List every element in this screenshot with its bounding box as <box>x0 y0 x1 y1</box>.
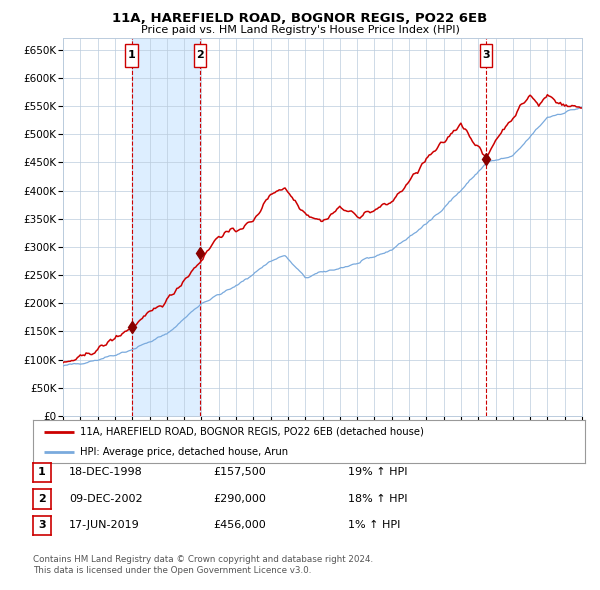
Text: 2: 2 <box>196 50 204 60</box>
Text: 3: 3 <box>482 50 490 60</box>
Text: 2: 2 <box>38 494 46 504</box>
Text: 17-JUN-2019: 17-JUN-2019 <box>69 520 140 530</box>
Text: 09-DEC-2002: 09-DEC-2002 <box>69 494 143 503</box>
Text: Contains HM Land Registry data © Crown copyright and database right 2024.
This d: Contains HM Land Registry data © Crown c… <box>33 555 373 575</box>
Text: £290,000: £290,000 <box>213 494 266 503</box>
Text: £157,500: £157,500 <box>213 467 266 477</box>
FancyBboxPatch shape <box>125 44 137 67</box>
Text: 18% ↑ HPI: 18% ↑ HPI <box>348 494 407 503</box>
Text: 18-DEC-1998: 18-DEC-1998 <box>69 467 143 477</box>
Text: £456,000: £456,000 <box>213 520 266 530</box>
Text: 19% ↑ HPI: 19% ↑ HPI <box>348 467 407 477</box>
Text: 11A, HAREFIELD ROAD, BOGNOR REGIS, PO22 6EB: 11A, HAREFIELD ROAD, BOGNOR REGIS, PO22 … <box>112 12 488 25</box>
Text: 1: 1 <box>38 467 46 477</box>
Text: 1: 1 <box>128 50 136 60</box>
Text: 3: 3 <box>38 520 46 530</box>
Text: Price paid vs. HM Land Registry's House Price Index (HPI): Price paid vs. HM Land Registry's House … <box>140 25 460 35</box>
Bar <box>131 38 200 416</box>
FancyBboxPatch shape <box>194 44 206 67</box>
FancyBboxPatch shape <box>480 44 492 67</box>
Text: 11A, HAREFIELD ROAD, BOGNOR REGIS, PO22 6EB (detached house): 11A, HAREFIELD ROAD, BOGNOR REGIS, PO22 … <box>80 427 424 437</box>
Text: 1% ↑ HPI: 1% ↑ HPI <box>348 520 400 530</box>
Text: HPI: Average price, detached house, Arun: HPI: Average price, detached house, Arun <box>80 447 288 457</box>
